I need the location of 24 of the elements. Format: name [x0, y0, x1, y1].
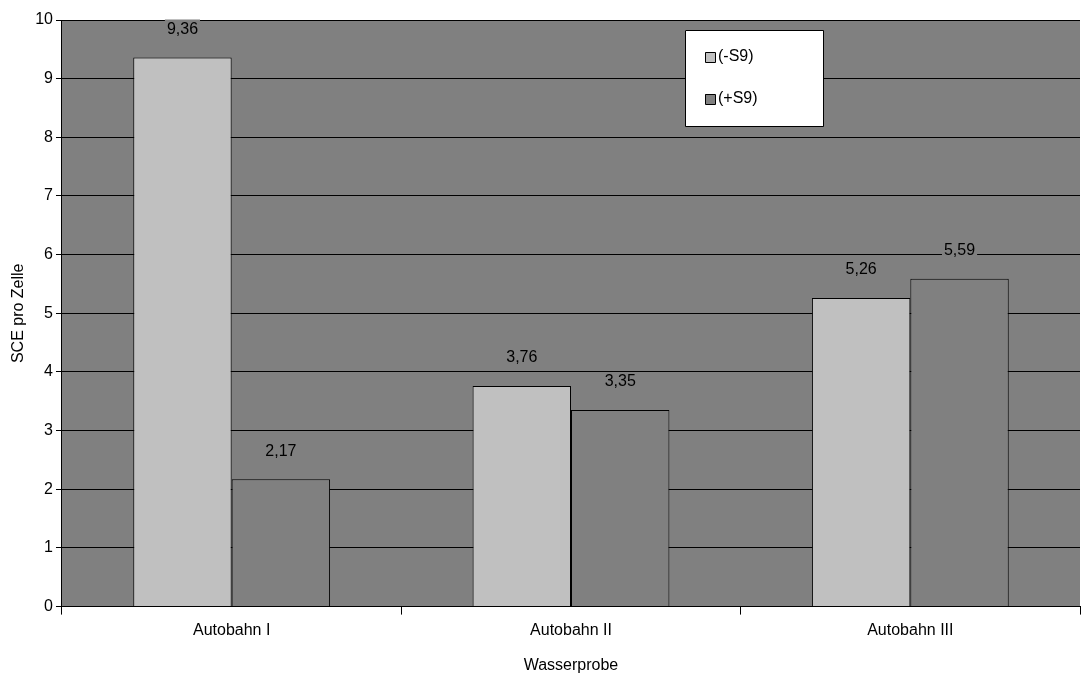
- y-tick-label: 0: [44, 597, 54, 615]
- data-label: 3,35: [604, 372, 636, 390]
- y-axis-title: SCE pro Zelle: [9, 263, 27, 364]
- data-label: 5,59: [943, 241, 976, 259]
- x-tick-label: Autobahn I: [192, 620, 271, 638]
- x-tick-label: Autobahn III: [867, 620, 954, 638]
- data-label: 9,36: [166, 19, 199, 37]
- y-tick-label: 3: [44, 421, 54, 439]
- y-tick-label: 5: [44, 303, 54, 321]
- data-label: 2,17: [265, 441, 297, 459]
- y-tick-label: 8: [44, 127, 54, 145]
- legend-label: (+S9): [718, 89, 758, 107]
- data-label: 5,26: [845, 260, 877, 278]
- x-tick-label: Autobahn II: [530, 620, 612, 638]
- y-tick-label: 7: [44, 186, 54, 204]
- data-label: 3,76: [506, 348, 538, 366]
- y-tick-label: 4: [44, 362, 54, 380]
- y-tick-label: 1: [44, 538, 54, 556]
- y-tick-label: 10: [35, 10, 54, 28]
- x-axis-title: Wasserprobe: [523, 655, 619, 673]
- y-tick-label: 9: [44, 69, 54, 87]
- legend-label: (-S9): [718, 47, 754, 65]
- y-tick-label: 2: [44, 479, 54, 497]
- y-tick-label: 6: [44, 245, 54, 263]
